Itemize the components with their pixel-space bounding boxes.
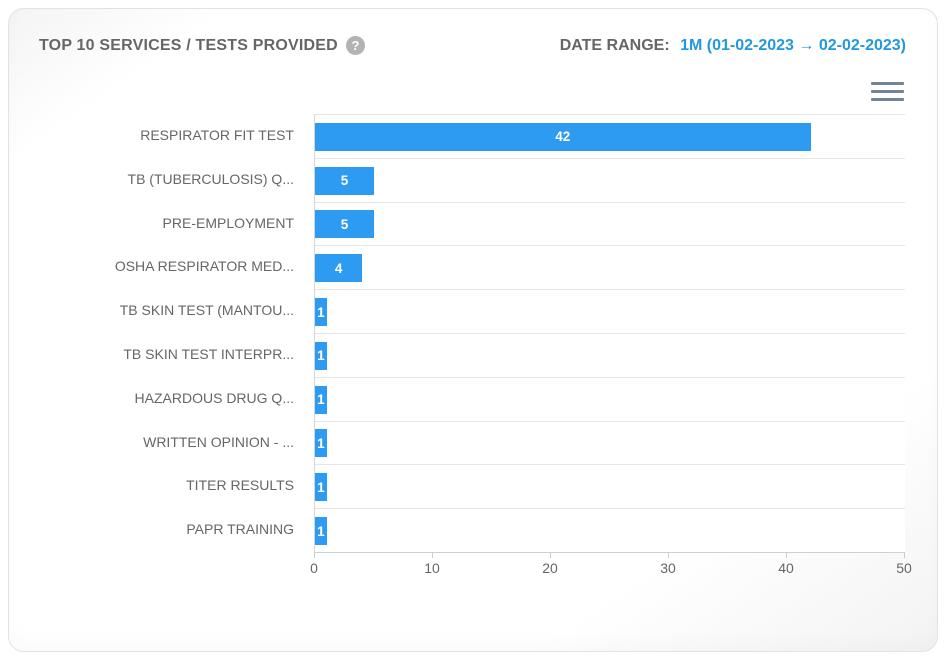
bar-value-label: 1: [317, 304, 325, 320]
date-range-label: DATE RANGE:: [559, 36, 670, 54]
x-axis-tick: [314, 553, 315, 558]
bar-value-label: 1: [317, 392, 325, 408]
category-label: WRITTEN OPINION - ...: [143, 433, 294, 450]
chart-row: 1: [315, 508, 905, 552]
category-label: RESPIRATOR FIT TEST: [140, 127, 294, 143]
chart-row: 1: [315, 376, 905, 421]
category-label: TB (TUBERCULOSIS) Q...: [127, 170, 294, 187]
x-axis-tick-label: 20: [542, 560, 558, 576]
chart-card: TOP 10 SERVICES / TESTS PROVIDED ? DATE …: [8, 8, 938, 652]
chart-row: 4: [315, 245, 905, 289]
bar-5[interactable]: 1: [315, 298, 327, 327]
card-header: TOP 10 SERVICES / TESTS PROVIDED ? DATE …: [39, 36, 906, 55]
help-icon[interactable]: ?: [345, 36, 365, 55]
bar-value-label: 1: [317, 523, 325, 539]
x-axis-tick: [668, 553, 669, 558]
bar-4[interactable]: 4: [315, 254, 363, 283]
bar-value-label: 42: [555, 129, 571, 145]
category-label: PAPR TRAINING: [186, 521, 294, 538]
x-axis-tick-label: 40: [778, 560, 794, 576]
y-axis-labels: RESPIRATOR FIT TEST TB (TUBERCULOSIS) Q..…: [39, 114, 304, 552]
bar-9[interactable]: 1: [315, 473, 327, 502]
chart-row: 42: [315, 114, 905, 158]
chart-row: 1: [315, 333, 905, 377]
category-label: OSHA RESPIRATOR MED...: [114, 258, 294, 275]
bar-10[interactable]: 1: [315, 517, 327, 546]
x-axis-tick: [904, 553, 905, 558]
x-axis-tick-label: 50: [896, 560, 912, 576]
bar-value-label: 4: [334, 260, 343, 276]
x-axis-tick: [432, 553, 433, 558]
bar-3[interactable]: 5: [315, 210, 374, 239]
category-label: HAZARDOUS DRUG Q...: [134, 389, 294, 406]
chart-plot-area: 42 5 5 4 1 1 1 1 1 1: [314, 114, 905, 553]
chart-row: 5: [315, 201, 905, 246]
x-axis-tick-label: 30: [660, 560, 676, 576]
bar-value-label: 5: [340, 173, 349, 189]
date-range-value[interactable]: 1M (01-02-2023 → 02-02-2023): [680, 36, 906, 54]
bar-value-label: 1: [317, 479, 325, 495]
hamburger-menu-icon[interactable]: [871, 82, 904, 101]
x-axis-tick-label: 0: [310, 560, 318, 576]
bar-value-label: 1: [317, 435, 325, 451]
bar-8[interactable]: 1: [315, 429, 327, 458]
bar-2[interactable]: 5: [315, 166, 374, 195]
category-label: TITER RESULTS: [186, 477, 294, 494]
bar-value-label: 1: [317, 348, 325, 364]
chart-title: TOP 10 SERVICES / TESTS PROVIDED: [39, 36, 338, 54]
x-axis: 0 10 20 30 40 50: [310, 553, 912, 583]
category-label: TB SKIN TEST INTERPR...: [123, 346, 294, 362]
category-label: TB SKIN TEST (MANTOU...: [119, 302, 294, 319]
category-label: PRE-EMPLOYMENT: [162, 214, 294, 231]
x-axis-tick-label: 10: [424, 560, 440, 576]
chart-row: 5: [315, 157, 905, 202]
bar-6[interactable]: 1: [315, 341, 327, 370]
bar-7[interactable]: 1: [315, 385, 327, 414]
bar-value-label: 5: [340, 216, 349, 232]
bar-1[interactable]: 42: [315, 122, 811, 151]
x-axis-tick: [550, 553, 551, 558]
chart-row: 1: [315, 289, 905, 333]
chart-row: 1: [315, 420, 905, 465]
x-axis-tick: [786, 553, 787, 558]
chart-row: 1: [315, 464, 905, 508]
date-range: DATE RANGE: 1M (01-02-2023 → 02-02-2023): [560, 37, 906, 55]
